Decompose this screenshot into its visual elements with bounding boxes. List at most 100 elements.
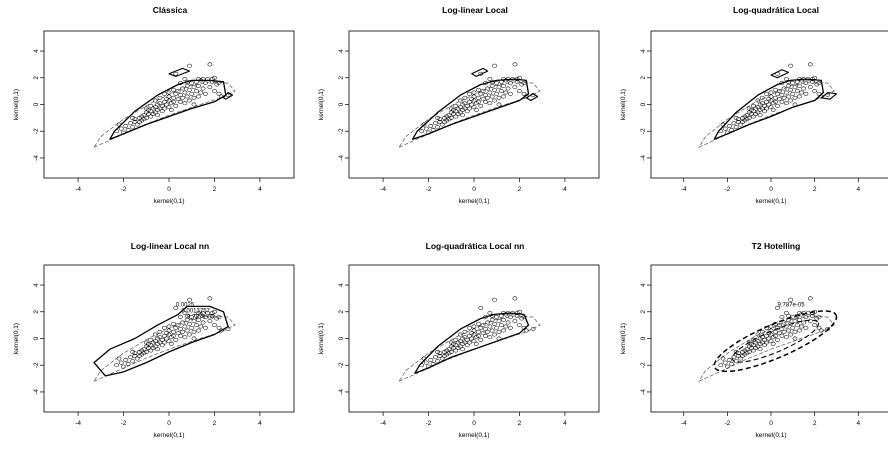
scatter-point <box>121 364 126 369</box>
scatter-point <box>786 313 791 318</box>
scatter-point <box>207 62 213 67</box>
scatter-point <box>746 340 752 345</box>
scatter-point <box>733 115 739 120</box>
scatter-point <box>157 335 163 340</box>
scatter-point <box>781 329 787 334</box>
scatter-point <box>462 340 468 345</box>
scatter-point <box>148 103 154 108</box>
scatter-point <box>182 101 188 106</box>
scatter-point <box>480 331 486 336</box>
scatter-point <box>810 313 815 318</box>
x-tick-label: 2 <box>518 186 522 193</box>
scatter-point <box>496 95 502 100</box>
scatter-point <box>473 107 479 112</box>
scatter-point <box>480 89 486 94</box>
x-tick-label: 2 <box>813 186 817 193</box>
scatter-point <box>433 121 438 126</box>
x-tick-label: 0 <box>167 420 171 427</box>
scatter-point <box>173 91 179 96</box>
scatter-point <box>153 110 158 115</box>
scatter-point <box>788 98 793 103</box>
scatter-point <box>512 85 518 90</box>
scatter-point <box>731 355 737 360</box>
x-tick-label: 4 <box>856 186 860 193</box>
scatter-point <box>471 105 477 110</box>
scatter-point <box>478 91 484 96</box>
y-tick-label: 0 <box>33 102 40 106</box>
scatter-point <box>478 325 484 330</box>
scatter-point <box>130 359 135 364</box>
scatter-point <box>212 89 217 94</box>
scatter-point <box>773 87 778 92</box>
scatter-point <box>505 86 511 91</box>
scatter-point <box>792 85 798 90</box>
x-axis-label: kernel(0,1) <box>153 432 184 439</box>
scatter-point <box>755 110 761 115</box>
scatter-point <box>768 332 774 337</box>
scatter-point <box>775 337 780 342</box>
scatter-point <box>508 81 513 86</box>
x-tick-label: 4 <box>258 186 262 193</box>
x-tick-label: 0 <box>167 186 171 193</box>
scatter-point <box>157 106 163 111</box>
scatter-point <box>191 319 197 324</box>
scatter-point <box>439 122 445 127</box>
y-tick-label: -4 <box>640 389 647 395</box>
scatter-point <box>191 102 197 107</box>
y-tick-label: 4 <box>338 283 345 287</box>
plot-frame <box>650 264 888 413</box>
scatter-point <box>157 95 163 100</box>
scatter-point <box>171 333 176 338</box>
panel-3: Log-quadrática Local -4 -2 0 2 4 -4 -2 0 2 4 kernel… <box>620 5 888 205</box>
scatter-point <box>744 347 750 352</box>
scatter-point <box>148 343 154 348</box>
scatter-point <box>460 113 465 118</box>
y-tick-label: 0 <box>640 336 647 340</box>
y-tick-label: -2 <box>640 128 647 134</box>
scatter-point <box>448 349 454 354</box>
x-tick-label: 2 <box>213 420 217 427</box>
scatter-point <box>489 317 495 322</box>
scatter-point <box>489 94 495 99</box>
scatter-point <box>812 323 817 328</box>
scatter-point <box>187 98 192 103</box>
scatter-point <box>451 345 456 350</box>
scatter-point <box>803 91 809 96</box>
scatter-point <box>166 94 172 99</box>
scatter-point <box>746 115 752 120</box>
y-tick-label: 2 <box>338 310 345 314</box>
scatter-point <box>467 106 472 111</box>
scatter-point <box>203 325 208 330</box>
scatter-point <box>825 327 831 332</box>
y-tick-label: -4 <box>640 155 647 161</box>
scatter-point <box>433 355 438 360</box>
scatter-point <box>757 347 763 352</box>
scatter-point <box>462 95 468 100</box>
x-axis-label: kernel(0,1) <box>458 198 489 205</box>
scatter-point <box>746 106 752 111</box>
scatter-point <box>483 99 488 104</box>
scatter-point <box>448 115 454 120</box>
x-tick-label: 0 <box>472 186 476 193</box>
x-tick-label: -4 <box>380 186 386 193</box>
panel-title: Log-quadrática Local <box>733 5 819 15</box>
scatter-point <box>790 91 796 96</box>
scatter-point <box>196 328 201 333</box>
scatter-point <box>207 319 213 324</box>
scatter-point <box>523 328 529 333</box>
density-contour <box>109 79 227 140</box>
scatter-point <box>807 296 813 301</box>
scatter-point <box>143 349 149 354</box>
scatter-point <box>471 324 477 329</box>
scatter-point <box>478 305 484 310</box>
scatter-point <box>141 113 147 118</box>
scatter-point <box>453 348 459 353</box>
scatter-point <box>123 357 129 362</box>
scatter-point <box>193 89 199 94</box>
scatter-point <box>731 121 737 126</box>
scatter-point <box>492 87 497 92</box>
x-tick-label: -2 <box>121 186 127 193</box>
contour-label: 9.787e-05 <box>187 314 215 320</box>
panel-title: Log-linear Local <box>442 5 508 15</box>
